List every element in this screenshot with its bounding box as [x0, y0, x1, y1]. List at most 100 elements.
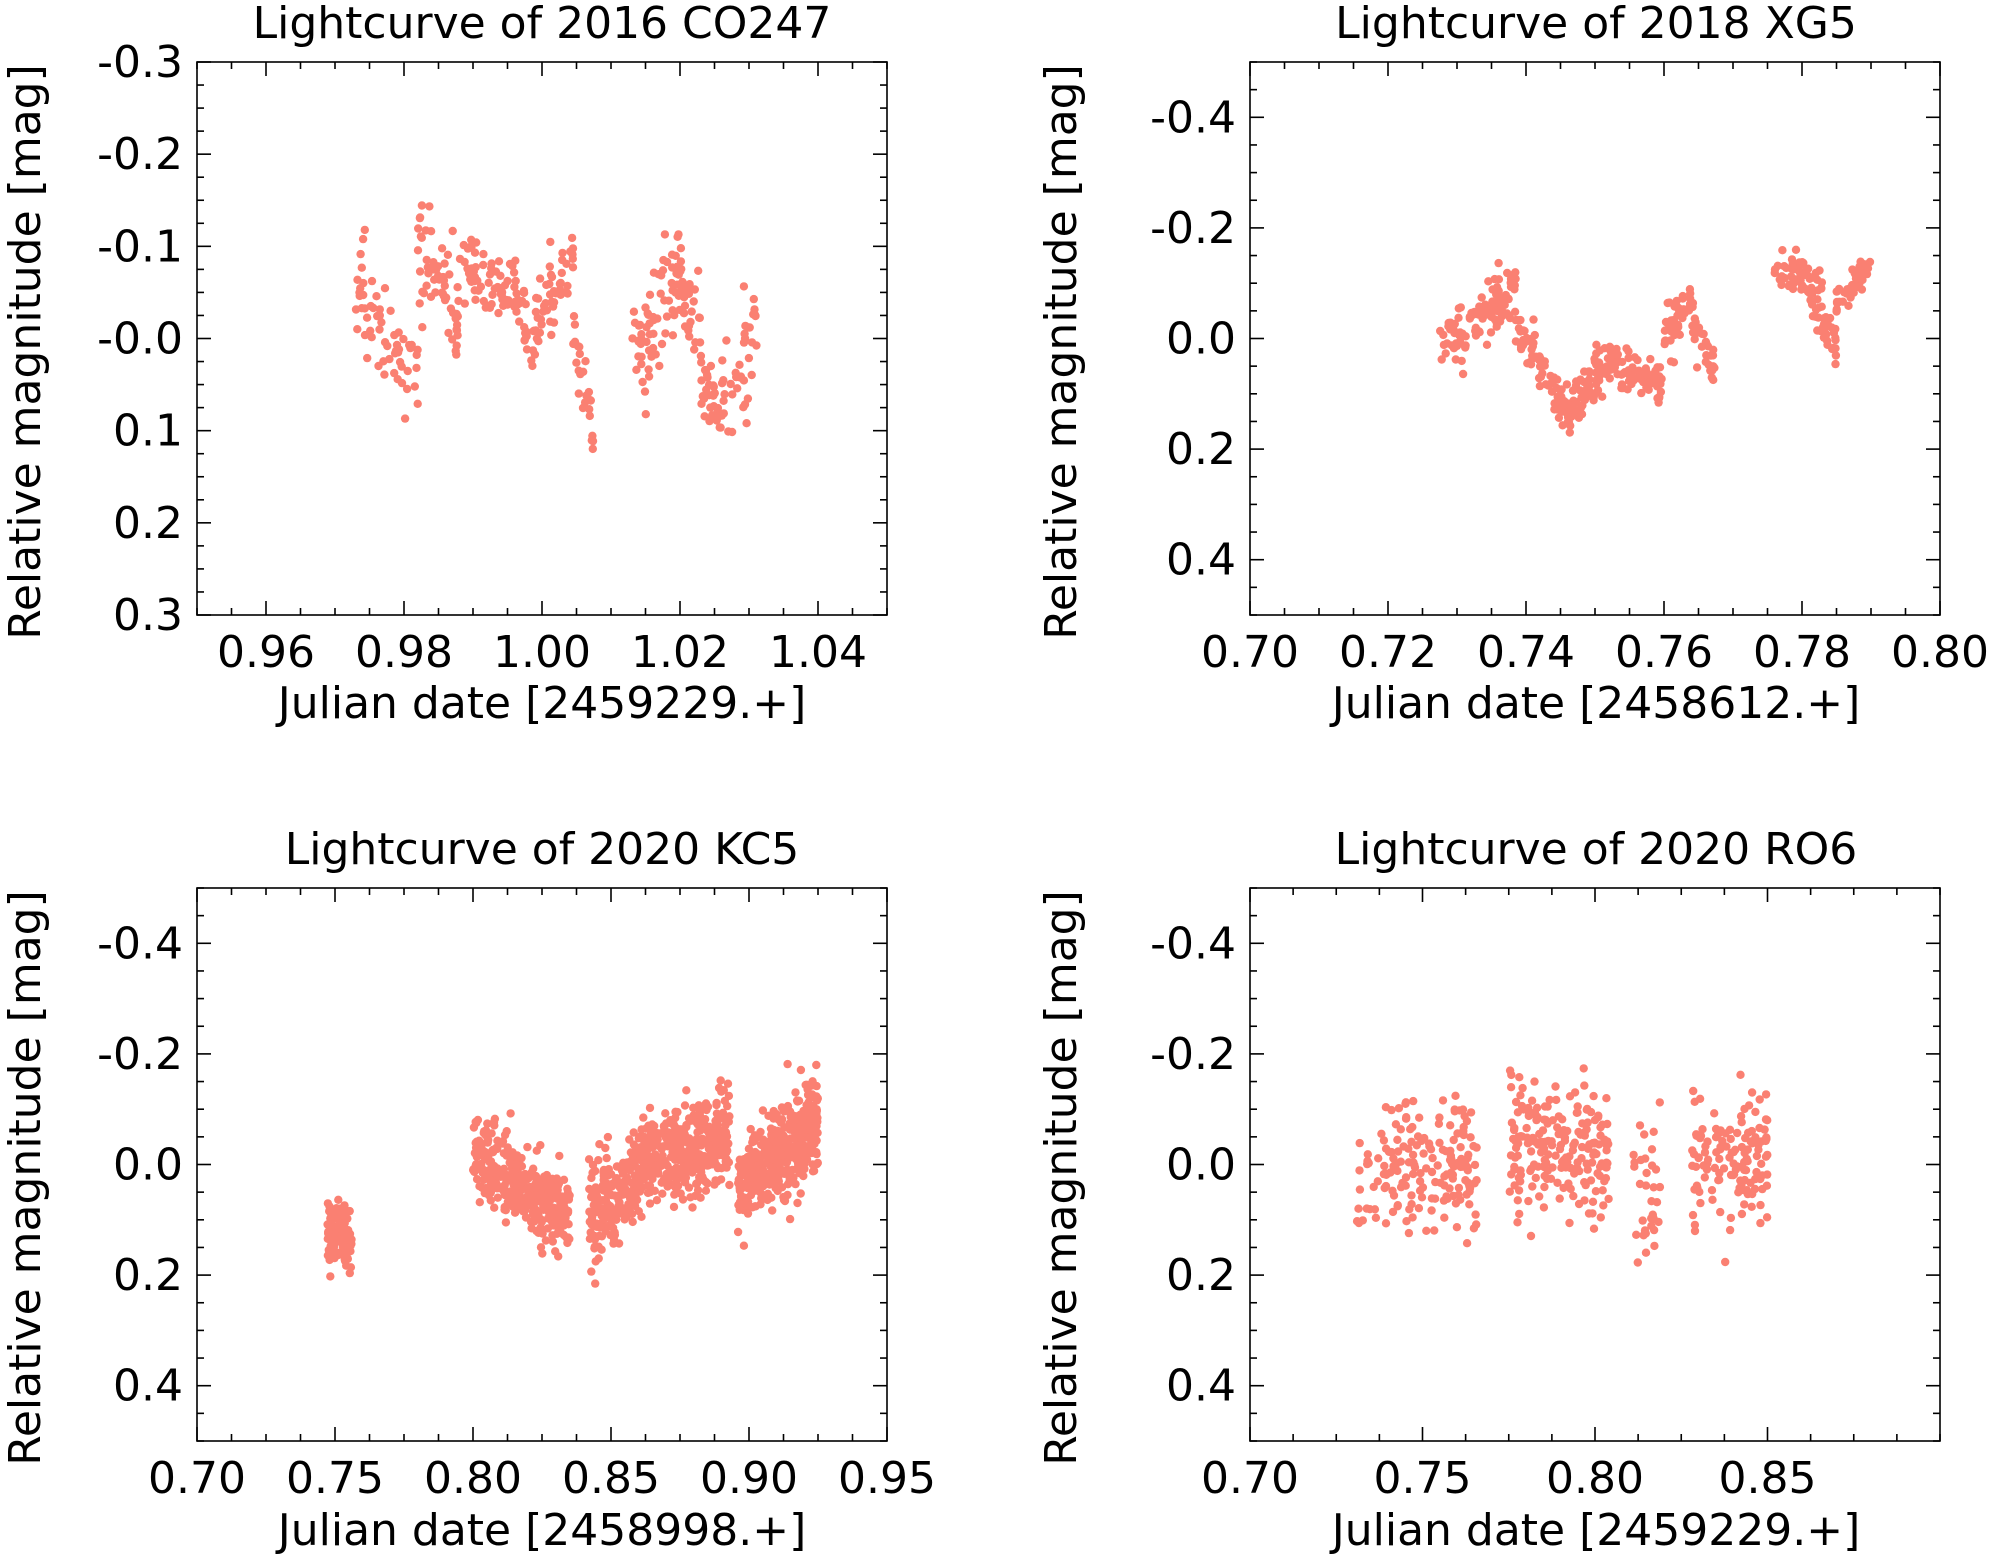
data-point [1715, 1168, 1724, 1178]
data-point [443, 250, 453, 259]
data-point [506, 1109, 515, 1118]
data-point [1449, 1135, 1458, 1145]
data-point [532, 1146, 541, 1155]
data-point [1587, 1158, 1597, 1167]
data-point [1754, 1145, 1763, 1154]
data-point [1513, 316, 1523, 325]
data-point [702, 1138, 711, 1148]
data-point [1404, 1144, 1413, 1153]
data-point [1700, 1173, 1710, 1182]
data-point [1431, 1177, 1440, 1187]
data-point [494, 257, 504, 266]
data-point [584, 387, 594, 397]
data-point [1632, 1230, 1641, 1240]
data-point [1393, 1135, 1402, 1145]
data-point [1450, 1107, 1460, 1116]
data-point [1513, 1196, 1523, 1205]
data-point [1709, 362, 1718, 371]
data-point [645, 1131, 655, 1140]
data-point [612, 1174, 621, 1183]
data-point [471, 1143, 481, 1152]
data-point [553, 1192, 563, 1201]
data-point [1379, 1136, 1389, 1145]
data-point [602, 1223, 611, 1232]
data-point [585, 411, 594, 421]
data-point [785, 1173, 794, 1182]
data-point [1602, 1094, 1611, 1103]
data-point [1524, 1196, 1533, 1206]
data-point [768, 1206, 777, 1215]
data-point [720, 1096, 729, 1106]
data-point [326, 1220, 335, 1229]
data-point [558, 248, 567, 258]
data-point [1755, 1095, 1764, 1104]
axis-ticks [196, 61, 888, 616]
data-point [1690, 314, 1700, 323]
data-point [1777, 272, 1787, 281]
data-point [689, 1103, 698, 1113]
data-point [656, 289, 665, 298]
data-point [1553, 1178, 1562, 1188]
data-point [1439, 1196, 1449, 1205]
data-point [1441, 349, 1450, 358]
data-point [510, 282, 519, 292]
data-point [1539, 1144, 1549, 1153]
data-point [671, 251, 680, 260]
data-point [739, 1155, 748, 1164]
data-point [1425, 1142, 1434, 1151]
data-point [1554, 413, 1564, 422]
data-point [470, 248, 480, 257]
data-point [1641, 1181, 1651, 1190]
data-point [1630, 1158, 1639, 1167]
data-point [1577, 1154, 1586, 1163]
data-point [748, 1138, 757, 1147]
data-point [351, 305, 361, 314]
data-point [715, 1114, 724, 1123]
data-point [670, 1190, 679, 1199]
data-point [1459, 1130, 1468, 1140]
data-point [1541, 1137, 1550, 1147]
data-point [559, 1175, 569, 1185]
data-point [518, 1173, 527, 1183]
data-point [471, 295, 480, 304]
data-point [1680, 308, 1690, 317]
data-point [1428, 1153, 1437, 1163]
data-point [1550, 405, 1559, 414]
data-point [1354, 1204, 1363, 1213]
data-point [1762, 1213, 1772, 1222]
data-point [479, 260, 488, 270]
data-point [1696, 1198, 1705, 1208]
data-point [524, 1174, 533, 1183]
data-point [555, 1151, 564, 1161]
data-point [527, 1224, 536, 1233]
data-point [657, 1158, 666, 1168]
data-point [1756, 1218, 1765, 1228]
data-point [723, 1114, 732, 1123]
data-point [1695, 1187, 1704, 1197]
x-tick-labels: 0.70 0.75 0.80 0.85 0.90 0.95 [148, 1453, 936, 1504]
data-point [1582, 1125, 1591, 1134]
data-point [808, 1160, 817, 1169]
data-point [1415, 1113, 1424, 1122]
data-point [1710, 1109, 1719, 1118]
data-point [1689, 1086, 1698, 1096]
data-point [1458, 1105, 1468, 1114]
data-point [733, 372, 742, 381]
data-point [1427, 1167, 1437, 1177]
data-point [1493, 306, 1503, 316]
data-point [1831, 351, 1841, 360]
data-point [1522, 1123, 1531, 1133]
data-point [546, 237, 555, 247]
data-point [452, 350, 461, 359]
data-point [356, 249, 365, 259]
data-point [661, 329, 670, 338]
data-point [510, 1190, 519, 1200]
data-point [429, 265, 438, 274]
data-point [641, 410, 650, 419]
data-point [1655, 1182, 1665, 1192]
data-point [1565, 1092, 1575, 1101]
data-point [721, 1157, 730, 1166]
data-point [1624, 347, 1633, 356]
data-point [1408, 1213, 1417, 1222]
data-point [1418, 1183, 1428, 1192]
